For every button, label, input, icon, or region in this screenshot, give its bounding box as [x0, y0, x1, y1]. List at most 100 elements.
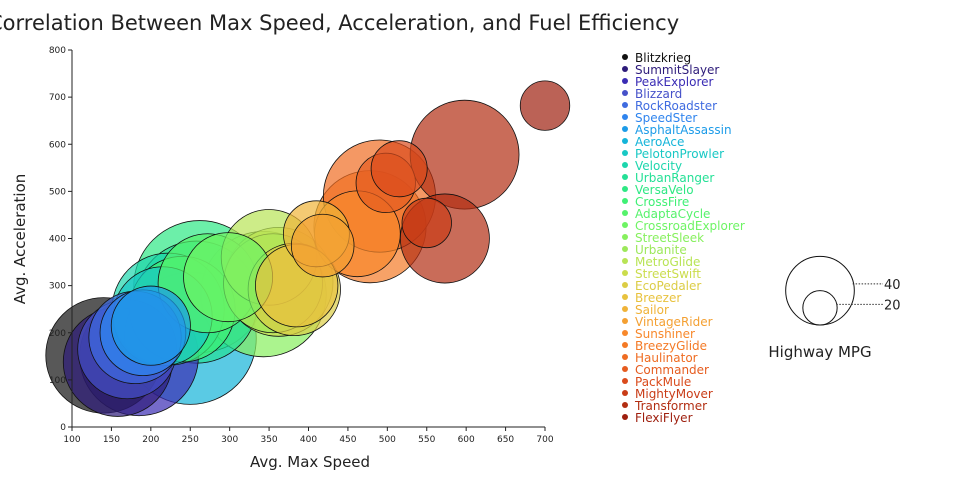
legend-item-haulinator: Haulinator	[635, 351, 698, 365]
x-tick-label: 300	[221, 435, 238, 445]
x-tick-label: 450	[339, 435, 356, 445]
legend-item-transformer: Transformer	[634, 399, 707, 413]
legend-item-peakexplorer: PeakExplorer	[635, 75, 714, 89]
legend-marker	[622, 90, 628, 96]
legend-item-blitzkrieg: Blitzkrieg	[635, 51, 691, 65]
y-axis-title: Avg. Acceleration	[11, 174, 29, 305]
legend-marker	[622, 126, 628, 132]
legend-item-sailor: Sailor	[635, 303, 669, 317]
legend-marker	[622, 414, 628, 420]
x-tick-label: 150	[103, 435, 120, 445]
x-tick-label: 200	[142, 435, 159, 445]
legend-item-adaptacycle: AdaptaCycle	[635, 207, 710, 221]
legend-item-velocity: Velocity	[635, 159, 682, 173]
bubble-flexiflyer	[519, 80, 571, 131]
legend-item-streetswift: StreetSwift	[635, 267, 701, 281]
legend-marker	[622, 234, 628, 240]
size-legend: Highway MPG 40 20	[768, 255, 901, 361]
legend-marker	[622, 150, 628, 156]
plot-area	[45, 80, 571, 417]
legend-marker	[622, 162, 628, 168]
legend-item-asphaltassassin: AsphaltAssassin	[635, 123, 732, 137]
legend-marker	[622, 138, 628, 144]
legend-marker	[622, 186, 628, 192]
x-axis: 100 150 200 250 300 350 400 450 500 550 600 650 700	[63, 426, 554, 445]
y-tick-label: 600	[49, 140, 66, 150]
size-legend-circle	[802, 290, 838, 326]
legend-marker	[622, 402, 628, 408]
bubble-mightymover	[401, 197, 452, 249]
legend-item-packmule: PackMule	[635, 375, 691, 389]
legend-marker	[622, 342, 628, 348]
x-tick-label: 500	[379, 435, 396, 445]
legend-item-vintagerider: VintageRider	[635, 315, 713, 329]
legend-item-summitslayer: SummitSlayer	[635, 63, 719, 77]
legend-marker	[622, 114, 628, 120]
legend-marker	[622, 174, 628, 180]
y-tick-label: 400	[49, 235, 66, 245]
bubble-transformer	[409, 99, 520, 210]
legend-item-commander: Commander	[635, 363, 709, 377]
legend-marker	[622, 222, 628, 228]
legend-item-aeroace: AeroAce	[635, 135, 684, 149]
legend-item-blizzard: Blizzard	[635, 87, 682, 101]
legend-marker	[622, 258, 628, 264]
legend-marker	[622, 54, 628, 60]
legend-item-crossfire: CrossFire	[635, 195, 689, 209]
x-tick-label: 350	[260, 435, 277, 445]
y-tick-label: 100	[49, 376, 66, 386]
legend-item-versavelo: VersaVelo	[635, 183, 694, 197]
bubble-asphaltassassin	[110, 285, 191, 366]
legend-marker	[622, 282, 628, 288]
legend-item-flexiflyer: FlexiFlyer	[635, 411, 693, 425]
legend-item-urbanranger: UrbanRanger	[635, 171, 714, 185]
x-tick-label: 100	[63, 435, 80, 445]
legend-marker	[622, 102, 628, 108]
size-legend-title: Highway MPG	[768, 343, 871, 361]
legend-marker	[622, 354, 628, 360]
legend-marker	[622, 246, 628, 252]
legend-item-mightymover: MightyMover	[635, 387, 713, 401]
x-tick-label: 550	[418, 435, 435, 445]
bubble-packmule	[370, 140, 428, 198]
legend-marker	[622, 66, 628, 72]
bubble-vintagerider	[290, 213, 355, 278]
x-tick-label: 250	[182, 435, 199, 445]
legend-item-pelotonprowler: PelotonProwler	[635, 147, 724, 161]
y-axis: 0 100 200 300 400 500 600 700 800	[49, 46, 73, 433]
x-tick-label: 400	[300, 435, 317, 445]
y-tick-label: 300	[49, 282, 66, 292]
legend-marker	[622, 306, 628, 312]
y-tick-label: 200	[49, 329, 66, 339]
legend-marker	[622, 318, 628, 324]
y-tick-label: 800	[49, 46, 66, 56]
legend-item-sunshiner: Sunshiner	[635, 327, 695, 341]
size-legend-label: 40	[884, 278, 901, 293]
legend-marker	[622, 366, 628, 372]
legend: BlitzkriegSummitSlayerPeakExplorerBlizza…	[622, 51, 745, 425]
legend-item-streetsleek: StreetSleek	[635, 231, 704, 245]
legend-marker	[622, 78, 628, 84]
x-tick-label: 600	[458, 435, 475, 445]
legend-item-breezyglide: BreezyGlide	[635, 339, 707, 353]
legend-marker	[622, 378, 628, 384]
legend-item-breezer: Breezer	[635, 291, 681, 305]
legend-marker	[622, 198, 628, 204]
legend-item-crossroadexplorer: CrossroadExplorer	[635, 219, 745, 233]
legend-marker	[622, 390, 628, 396]
legend-item-urbanite: Urbanite	[635, 243, 687, 257]
legend-marker	[622, 330, 628, 336]
legend-item-speedster: SpeedSter	[635, 111, 697, 125]
legend-marker	[622, 210, 628, 216]
legend-item-rockroadster: RockRoadster	[635, 99, 717, 113]
x-axis-title: Avg. Max Speed	[250, 453, 370, 471]
x-tick-label: 700	[536, 435, 553, 445]
y-tick-label: 500	[49, 187, 66, 197]
chart-title: Correlation Between Max Speed, Accelerat…	[0, 11, 679, 35]
legend-item-ecopedaler: EcoPedaler	[635, 279, 701, 293]
legend-marker	[622, 294, 628, 300]
x-tick-label: 650	[497, 435, 514, 445]
y-tick-label: 0	[60, 423, 66, 433]
y-tick-label: 700	[49, 93, 66, 103]
